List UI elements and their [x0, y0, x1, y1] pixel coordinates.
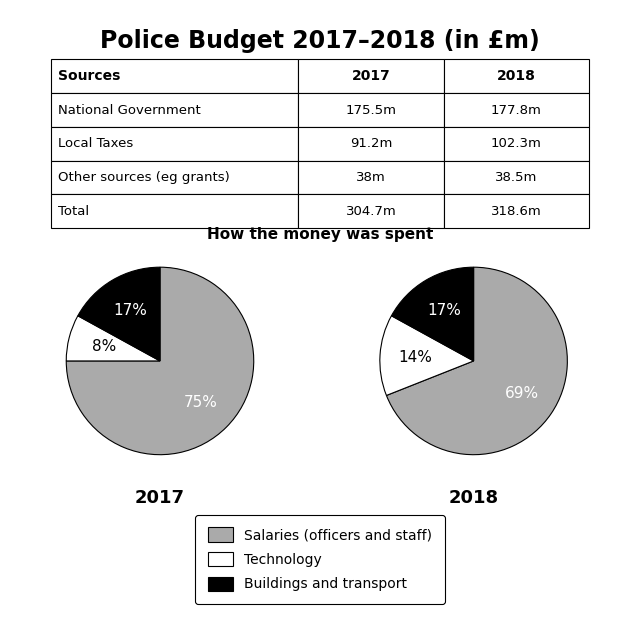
Wedge shape	[392, 268, 474, 361]
Text: 17%: 17%	[427, 303, 461, 318]
Bar	[51, 127, 298, 161]
Text: 38.5m: 38.5m	[495, 171, 538, 184]
Text: 2018: 2018	[497, 69, 536, 83]
Text: 8%: 8%	[92, 339, 116, 354]
Bar	[51, 194, 298, 228]
Text: Other sources (eg grants): Other sources (eg grants)	[58, 171, 229, 184]
Bar	[298, 93, 444, 127]
Text: 17%: 17%	[113, 303, 147, 318]
Text: Police Budget 2017–2018 (in £m): Police Budget 2017–2018 (in £m)	[100, 29, 540, 52]
Text: 304.7m: 304.7m	[346, 205, 396, 217]
Bar	[298, 194, 444, 228]
Text: 177.8m: 177.8m	[491, 104, 541, 116]
Text: 318.6m: 318.6m	[491, 205, 541, 217]
Wedge shape	[380, 316, 474, 396]
Bar	[298, 127, 444, 161]
Text: 14%: 14%	[399, 350, 433, 365]
Bar	[444, 194, 589, 228]
Bar	[444, 161, 589, 194]
Bar	[51, 161, 298, 194]
Bar	[298, 59, 444, 93]
Text: 2017: 2017	[352, 69, 390, 83]
Bar	[51, 59, 298, 93]
Bar	[298, 161, 444, 194]
Text: 2017: 2017	[135, 489, 185, 507]
Text: Local Taxes: Local Taxes	[58, 138, 133, 150]
Text: 2018: 2018	[449, 489, 499, 507]
Text: 75%: 75%	[184, 394, 218, 409]
Bar	[444, 59, 589, 93]
Wedge shape	[387, 268, 567, 454]
Text: Sources: Sources	[58, 69, 120, 83]
Text: Total: Total	[58, 205, 89, 217]
Text: 175.5m: 175.5m	[346, 104, 397, 116]
Text: 91.2m: 91.2m	[350, 138, 392, 150]
Bar	[444, 127, 589, 161]
Wedge shape	[67, 268, 253, 454]
Text: National Government: National Government	[58, 104, 200, 116]
Text: 102.3m: 102.3m	[491, 138, 541, 150]
Text: How the money was spent: How the money was spent	[207, 227, 433, 242]
Wedge shape	[78, 268, 160, 361]
Text: 69%: 69%	[504, 386, 539, 401]
Bar	[51, 93, 298, 127]
Wedge shape	[67, 316, 160, 361]
Legend: Salaries (officers and staff), Technology, Buildings and transport: Salaries (officers and staff), Technolog…	[195, 515, 445, 604]
Text: 38m: 38m	[356, 171, 386, 184]
Bar	[444, 93, 589, 127]
